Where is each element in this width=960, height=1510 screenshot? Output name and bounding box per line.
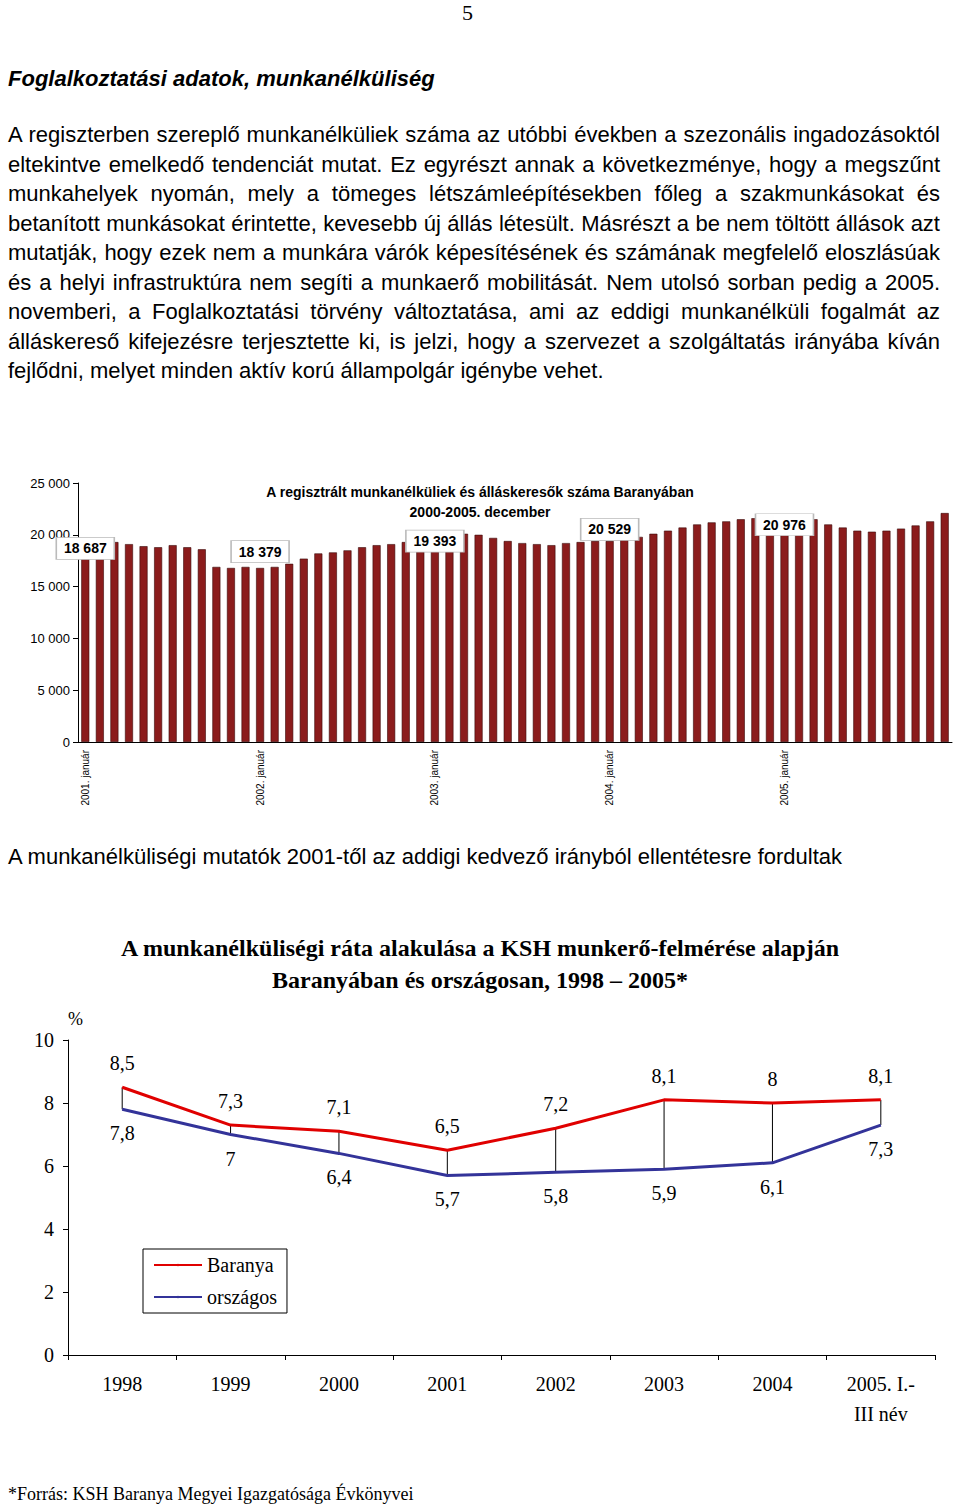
svg-text:2001. január: 2001. január (80, 749, 91, 805)
svg-text:2: 2 (44, 1281, 54, 1303)
svg-text:0: 0 (44, 1344, 54, 1366)
svg-text:5,9: 5,9 (652, 1182, 677, 1204)
svg-text:2000-2005. december: 2000-2005. december (410, 504, 551, 520)
svg-text:7,2: 7,2 (543, 1093, 568, 1115)
svg-text:10 000: 10 000 (30, 631, 70, 646)
html-text:A regiszterben szereplő munkan: A regiszterben szereplő munkanélküliek s… (8, 122, 940, 383)
svg-text:8,1: 8,1 (652, 1065, 677, 1087)
svg-text:2005. január: 2005. január (779, 749, 790, 805)
svg-text:18 687: 18 687 (64, 540, 107, 556)
svg-text:8,1: 8,1 (868, 1065, 893, 1087)
svg-text:7,1: 7,1 (326, 1096, 351, 1118)
svg-text:7,3: 7,3 (218, 1090, 243, 1112)
svg-text:Baranya: Baranya (207, 1254, 274, 1277)
svg-text:7: 7 (226, 1148, 236, 1170)
html-text:*Forrás: KSH Baranya Megyei Ig: *Forrás: KSH Baranya Megyei Igazgatósága… (8, 1484, 414, 1504)
svg-text:%: % (68, 1009, 83, 1029)
svg-text:2003. január: 2003. január (429, 749, 440, 805)
svg-text:A regisztrált munkanélküliek é: A regisztrált munkanélküliek és állásker… (266, 484, 693, 500)
svg-text:országos: országos (207, 1286, 277, 1309)
svg-text:0: 0 (63, 735, 70, 750)
svg-text:19 393: 19 393 (413, 533, 456, 549)
svg-text:6,4: 6,4 (326, 1166, 351, 1188)
svg-text:20 529: 20 529 (588, 521, 631, 537)
svg-text:20 000: 20 000 (30, 527, 70, 543)
svg-text:2002. január: 2002. január (255, 749, 266, 805)
svg-text:5,8: 5,8 (543, 1185, 568, 1207)
svg-text:15 000: 15 000 (30, 579, 70, 594)
svg-text:7,8: 7,8 (110, 1122, 135, 1144)
svg-text:6,1: 6,1 (760, 1176, 785, 1198)
svg-text:2002: 2002 (536, 1373, 576, 1395)
svg-text:1998: 1998 (102, 1373, 142, 1395)
svg-text:2003: 2003 (644, 1373, 684, 1395)
html-text:Foglalkoztatási adatok, munkan: Foglalkoztatási adatok, munkanélküliség (8, 66, 435, 91)
svg-text:8,5: 8,5 (110, 1052, 135, 1074)
svg-text:25 000: 25 000 (30, 476, 70, 491)
svg-text:8: 8 (44, 1092, 54, 1114)
svg-text:2000: 2000 (319, 1373, 359, 1395)
svg-text:2005. I.-: 2005. I.- (847, 1373, 915, 1395)
svg-text:10: 10 (34, 1029, 54, 1051)
svg-text:18 379: 18 379 (239, 544, 282, 560)
html-text:5: 5 (462, 0, 473, 25)
svg-text:1999: 1999 (211, 1373, 251, 1395)
svg-text:8: 8 (767, 1068, 777, 1090)
svg-text:2004. január: 2004. január (604, 749, 615, 805)
svg-text:2001: 2001 (427, 1373, 467, 1395)
html-text:A munkanélküliségi mutatók 200: A munkanélküliségi mutatók 2001-től az a… (8, 844, 842, 869)
svg-text:6: 6 (44, 1155, 54, 1177)
svg-text:2004: 2004 (752, 1373, 792, 1395)
svg-text:5,7: 5,7 (435, 1188, 460, 1210)
svg-text:7,3: 7,3 (868, 1138, 893, 1160)
svg-text:20 976: 20 976 (763, 517, 806, 533)
svg-text:4: 4 (44, 1218, 54, 1240)
html-text:A munkanélküliségi ráta alakul: A munkanélküliségi ráta alakulása a KSH … (121, 935, 839, 993)
svg-text:III név: III név (854, 1403, 908, 1425)
svg-text:5 000: 5 000 (37, 683, 70, 698)
svg-text:6,5: 6,5 (435, 1115, 460, 1137)
